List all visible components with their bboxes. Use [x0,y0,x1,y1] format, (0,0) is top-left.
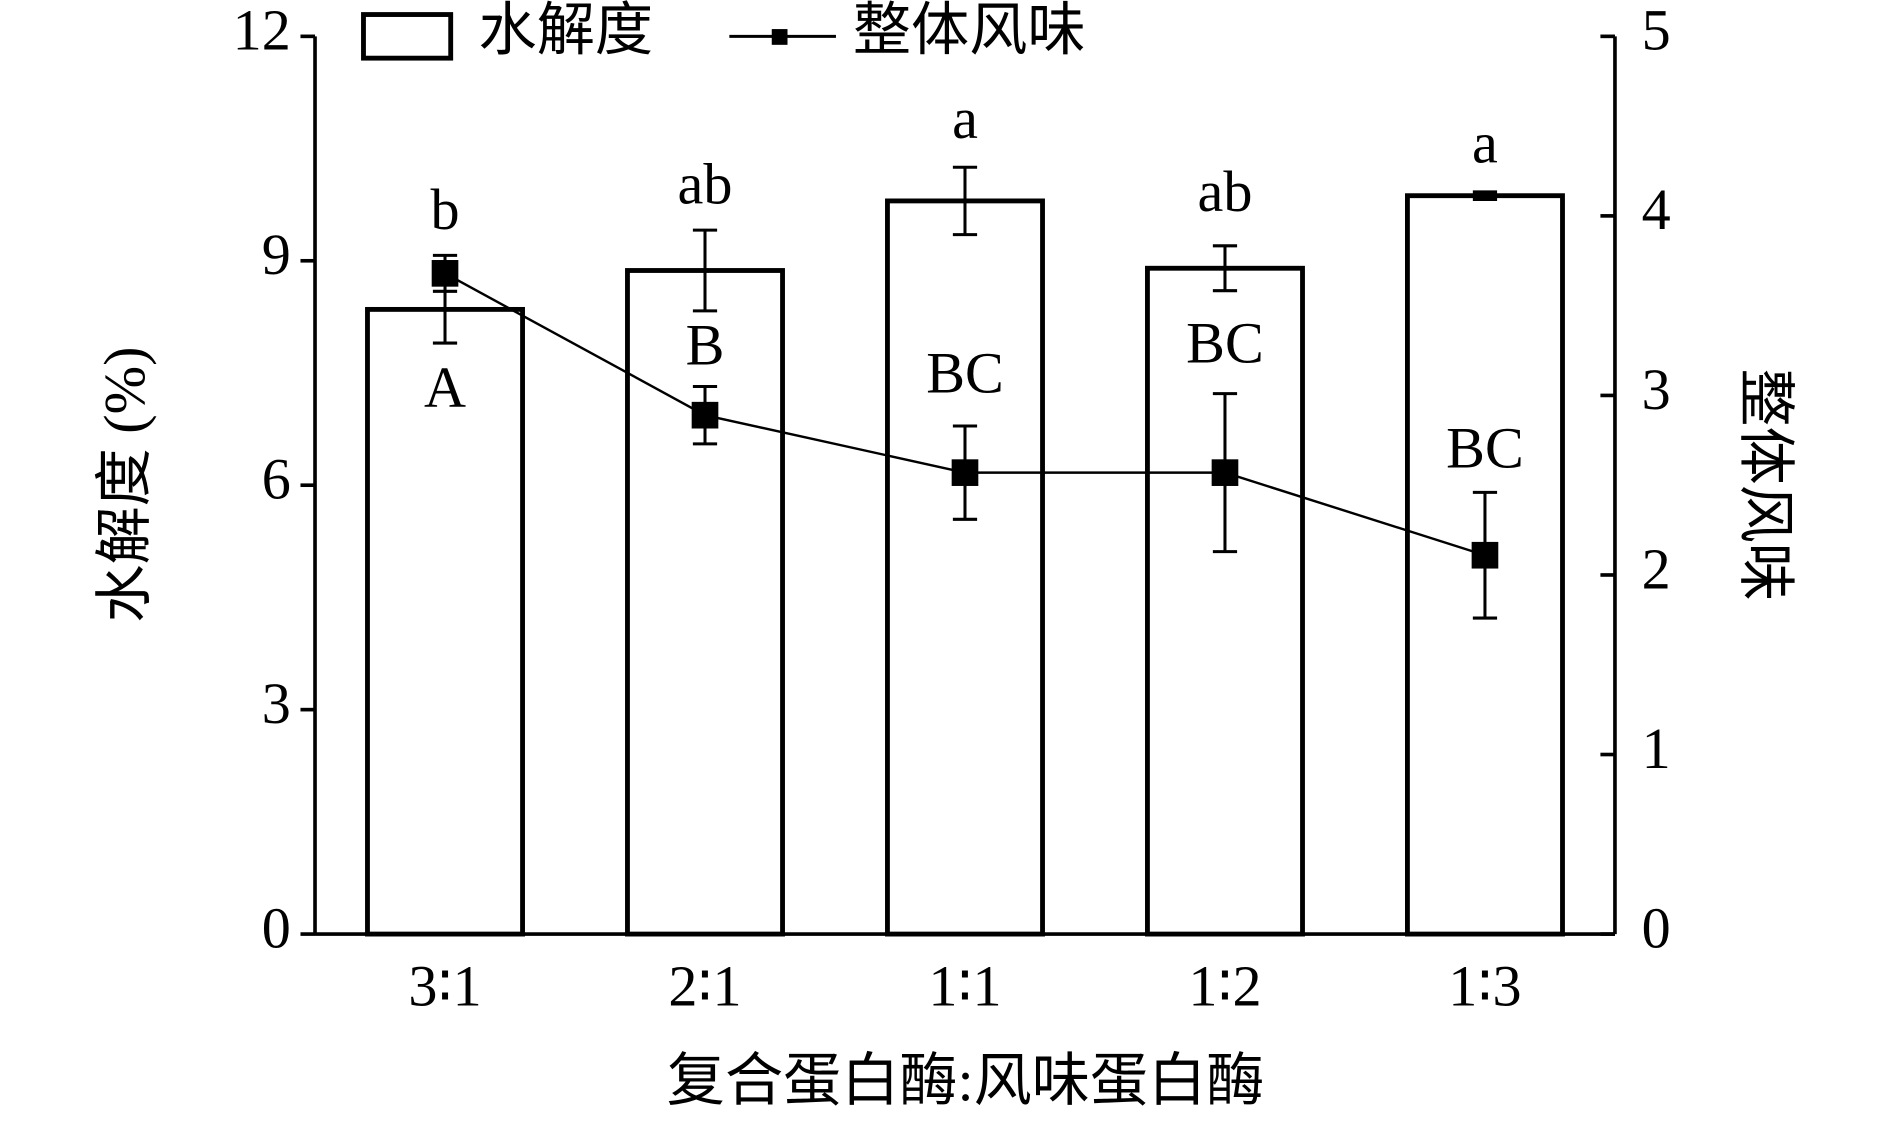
point-letter: BC [1186,310,1264,375]
y2-tick-label: 0 [1642,895,1671,960]
x-tick-label: 1∶1 [928,954,1001,1019]
y-tick-label: 0 [262,895,291,960]
y-tick-label: 6 [262,447,291,512]
y-tick-label: 9 [262,222,291,287]
y2-tick-label: 3 [1642,357,1671,422]
point-letter: B [686,313,725,378]
bar-error [1472,190,1498,201]
marker [1471,541,1499,569]
legend-swatch [361,12,454,61]
bar [1145,265,1305,937]
bar-letter: a [952,86,978,151]
point-letter: BC [926,341,1004,406]
x-tick-label: 1∶2 [1188,954,1261,1019]
bar [885,198,1045,937]
marker [431,260,459,287]
bar-letter: b [430,177,459,242]
marker [1211,459,1239,486]
bar-letter: ab [1198,159,1253,224]
bar-error [1212,244,1238,293]
marker [951,459,979,486]
bar-error [692,228,718,313]
x-axis-title: 复合蛋白酶:风味蛋白酶 [667,1048,1265,1113]
legend-marker [771,29,788,45]
bar-letter: ab [678,152,733,217]
marker [691,401,719,429]
bar-letter: a [1472,110,1498,175]
legend-label: 整体风味 [853,0,1086,63]
y-axis-title: 水解度 (%) [92,347,157,623]
y-tick-label: 3 [262,671,291,736]
legend-label: 水解度 [479,0,653,63]
x-tick-label: 2∶1 [668,954,741,1019]
y2-tick-label: 1 [1642,716,1671,781]
y2-axis-title: 整体风味 [1733,368,1798,601]
bar [625,268,785,937]
y2-tick-label: 2 [1642,536,1671,601]
x-tick-label: 1∶3 [1448,954,1521,1019]
point-letter: A [424,355,466,420]
x-tick-label: 3∶1 [408,954,481,1019]
bar [365,306,525,937]
point-letter: BC [1446,416,1524,481]
y2-tick-label: 4 [1642,177,1671,242]
bar-error [952,165,978,237]
y2-tick-label: 5 [1642,0,1671,63]
y-tick-label: 12 [233,0,291,63]
